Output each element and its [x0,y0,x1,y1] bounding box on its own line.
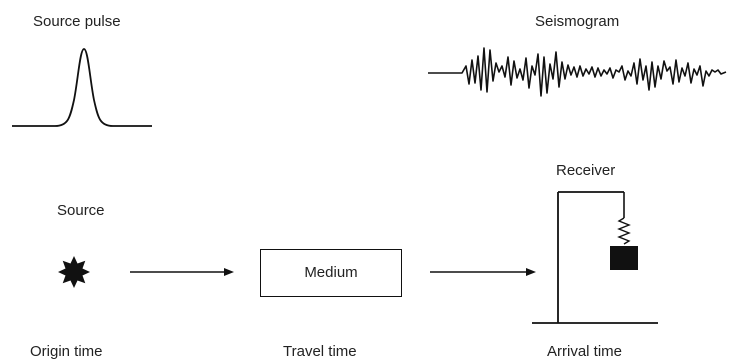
seismometer-icon [532,191,658,324]
receiver-label: Receiver [556,162,616,179]
origin-time-label: Origin time [30,343,103,360]
medium-label: Medium [304,264,358,281]
seismogram-trace [428,47,727,97]
seismometer-spring [617,217,631,245]
starburst-icon [58,256,90,288]
arrival-time-label: Arrival time [547,343,623,360]
seismometer-mass [610,246,638,270]
medium-box: Medium [260,249,402,297]
seismogram-label: Seismogram [535,13,620,30]
travel-time-label: Travel time [283,343,357,360]
source-pulse-curve [12,48,152,127]
source-pulse-label: Source pulse [33,13,121,30]
arrow-medium-to-receiver [430,268,536,276]
arrow-source-to-medium [130,268,234,276]
source-label: Source [57,202,105,219]
